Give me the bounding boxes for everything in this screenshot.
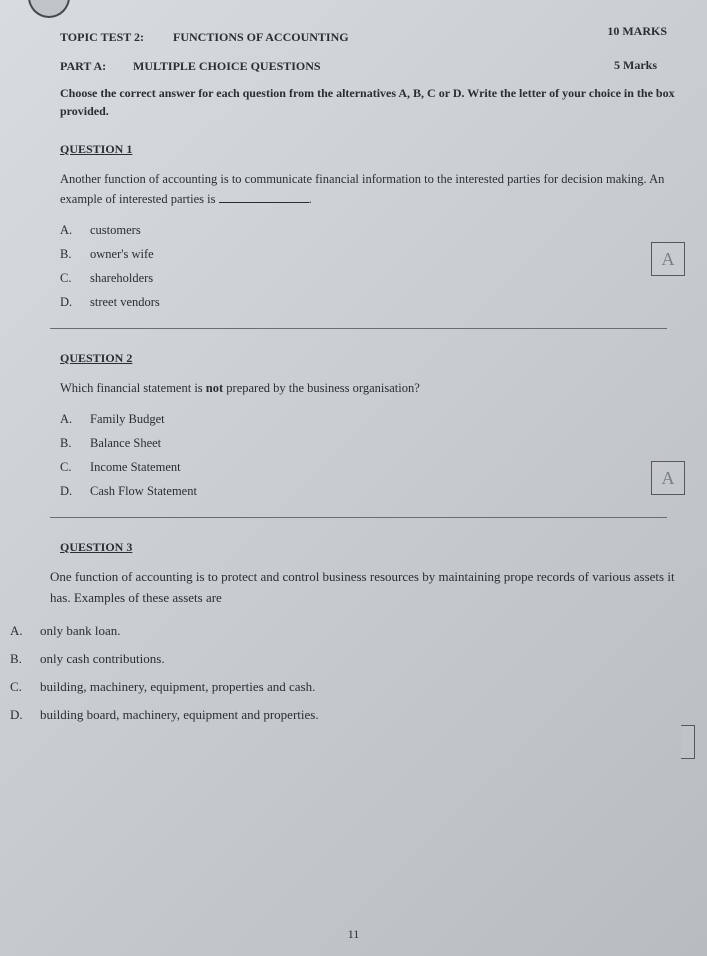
options-list: A.customers B.owner's wife C.shareholder…	[60, 223, 677, 310]
option-text: Cash Flow Statement	[90, 484, 197, 499]
answer-box[interactable]: A	[651, 461, 685, 495]
option-a: A.customers	[60, 223, 677, 238]
option-a: A.Family Budget	[60, 412, 677, 427]
total-marks: 10 MARKS	[607, 24, 667, 39]
q2-text-before: Which financial statement is	[60, 381, 206, 395]
option-text: Income Statement	[90, 460, 181, 475]
question-text: Another function of accounting is to com…	[60, 169, 677, 209]
part-label: PART A:	[60, 59, 130, 74]
part-title: MULTIPLE CHOICE QUESTIONS	[133, 59, 321, 73]
option-text: building board, machinery, equipment and…	[40, 707, 319, 723]
option-text: customers	[90, 223, 141, 238]
page-number: 11	[348, 927, 360, 942]
option-letter: D.	[60, 484, 90, 499]
question-1: QUESTION 1 Another function of accountin…	[60, 142, 677, 329]
exam-page: 10 MARKS TOPIC TEST 2: FUNCTIONS OF ACCO…	[0, 0, 707, 956]
option-letter: D.	[10, 707, 40, 723]
logo-shape	[28, 0, 70, 18]
q1-text-after: .	[309, 192, 312, 206]
option-letter: A.	[10, 623, 40, 639]
option-text: only cash contributions.	[40, 651, 165, 667]
option-text: street vendors	[90, 295, 160, 310]
option-letter: C.	[60, 271, 90, 286]
q2-text-bold: not	[206, 381, 223, 395]
question-title: QUESTION 1	[60, 142, 677, 157]
question-2: QUESTION 2 Which financial statement is …	[60, 351, 677, 518]
option-letter: C.	[10, 679, 40, 695]
option-text: building, machinery, equipment, properti…	[40, 679, 315, 695]
blank-line	[219, 192, 309, 203]
option-a: A.only bank loan.	[10, 623, 677, 639]
q2-text-after: prepared by the business organisation?	[223, 381, 420, 395]
option-letter: B.	[10, 651, 40, 667]
question-3: QUESTION 3 One function of accounting is…	[30, 540, 677, 723]
option-text: Balance Sheet	[90, 436, 161, 451]
option-text: Family Budget	[90, 412, 165, 427]
topic-label: TOPIC TEST 2:	[60, 30, 170, 45]
question-text: One function of accounting is to protect…	[50, 567, 677, 609]
options-list: A.only bank loan. B.only cash contributi…	[10, 623, 677, 723]
option-c: C.building, machinery, equipment, proper…	[10, 679, 677, 695]
option-d: D.street vendors	[60, 295, 677, 310]
option-c: C.Income Statement	[60, 460, 677, 475]
option-d: D.building board, machinery, equipment a…	[10, 707, 677, 723]
divider	[50, 328, 667, 329]
divider	[50, 517, 667, 518]
option-text: shareholders	[90, 271, 153, 286]
option-text: owner's wife	[90, 247, 154, 262]
question-title: QUESTION 2	[60, 351, 677, 366]
option-letter: B.	[60, 247, 90, 262]
q1-text-before: Another function of accounting is to com…	[60, 172, 664, 206]
topic-line: TOPIC TEST 2: FUNCTIONS OF ACCOUNTING	[60, 30, 677, 45]
option-letter: A.	[60, 412, 90, 427]
option-letter: A.	[60, 223, 90, 238]
option-b: B.only cash contributions.	[10, 651, 677, 667]
header: 10 MARKS TOPIC TEST 2: FUNCTIONS OF ACCO…	[60, 30, 677, 120]
topic-title: FUNCTIONS OF ACCOUNTING	[173, 30, 349, 44]
option-c: C.shareholders	[60, 271, 677, 286]
option-text: only bank loan.	[40, 623, 121, 639]
question-title: QUESTION 3	[60, 540, 677, 555]
options-list: A.Family Budget B.Balance Sheet C.Income…	[60, 412, 677, 499]
section-marks: 5 Marks	[614, 58, 657, 73]
option-d: D.Cash Flow Statement	[60, 484, 677, 499]
option-letter: C.	[60, 460, 90, 475]
question-text: Which financial statement is not prepare…	[60, 378, 677, 398]
answer-box[interactable]: A	[651, 242, 685, 276]
instructions: Choose the correct answer for each quest…	[60, 84, 677, 120]
option-letter: D.	[60, 295, 90, 310]
part-line: PART A: MULTIPLE CHOICE QUESTIONS	[60, 59, 677, 74]
option-b: B.Balance Sheet	[60, 436, 677, 451]
option-b: B.owner's wife	[60, 247, 677, 262]
answer-box[interactable]	[681, 725, 695, 759]
option-letter: B.	[60, 436, 90, 451]
